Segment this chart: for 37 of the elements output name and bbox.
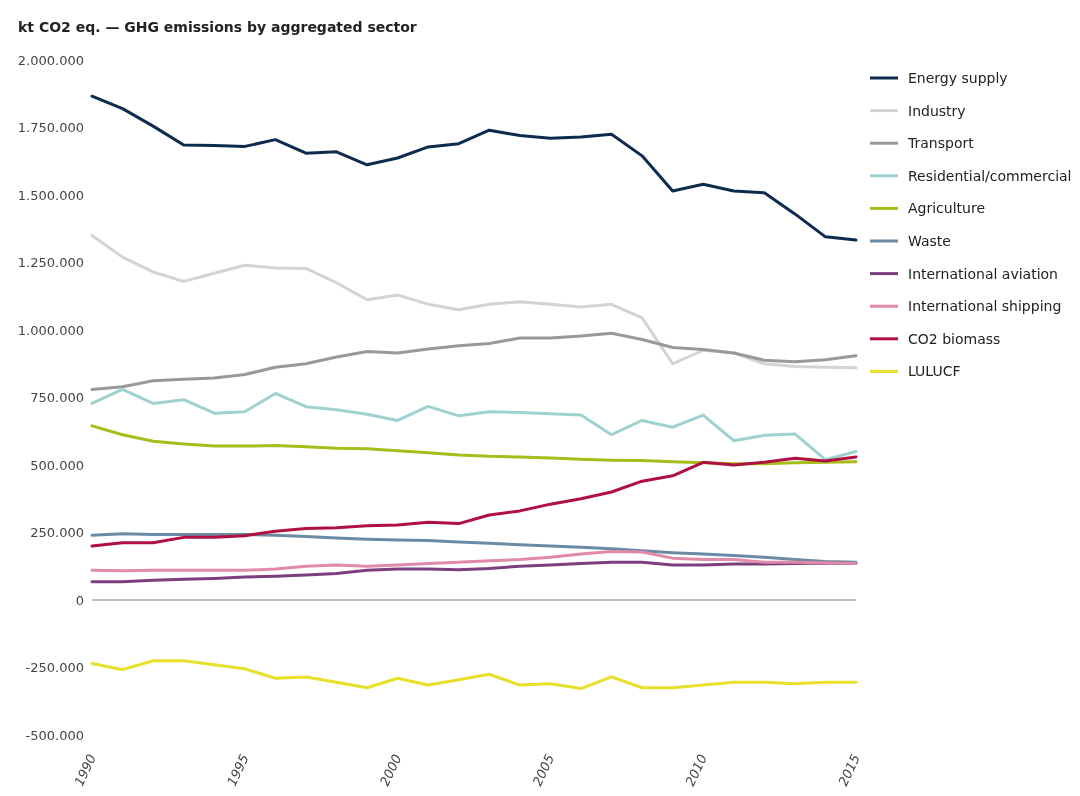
line-series bbox=[90, 234, 858, 370]
legend-label: Waste bbox=[908, 232, 951, 249]
line-series bbox=[90, 387, 858, 462]
line-series bbox=[90, 532, 858, 564]
line-series bbox=[90, 94, 858, 242]
legend-label: Energy supply bbox=[908, 69, 1008, 86]
line-series bbox=[90, 331, 858, 391]
line-series bbox=[90, 455, 858, 548]
y-tick-label: 1.750.000 bbox=[17, 120, 84, 136]
y-tick-label: -250.000 bbox=[25, 660, 84, 676]
line-series bbox=[90, 424, 858, 466]
legend-label: International aviation bbox=[908, 265, 1058, 282]
x-tick-label: 1995 bbox=[224, 751, 252, 789]
y-tick-label: 0 bbox=[75, 592, 84, 608]
legend-label: LULUCF bbox=[908, 363, 961, 380]
legend-label: International shipping bbox=[908, 298, 1062, 315]
y-tick-label: -500.000 bbox=[25, 727, 84, 743]
legend-label: Agriculture bbox=[908, 200, 985, 217]
x-tick-label: 1990 bbox=[71, 751, 99, 789]
y-tick-label: 500.000 bbox=[30, 457, 84, 473]
x-tick-label: 2005 bbox=[529, 751, 558, 789]
y-tick-label: 750.000 bbox=[30, 390, 84, 406]
y-tick-label: 1.250.000 bbox=[17, 255, 84, 271]
x-tick-label: 2010 bbox=[682, 751, 711, 789]
chart-title: kt CO2 eq. — GHG emissions by aggregated sector bbox=[18, 19, 417, 35]
legend-label: Residential/commercial bbox=[908, 167, 1072, 184]
y-tick-label: 2.000.000 bbox=[17, 52, 84, 68]
x-tick-label: 2000 bbox=[376, 751, 405, 789]
line-series bbox=[90, 549, 858, 573]
legend-label: Industry bbox=[908, 102, 966, 119]
line-series bbox=[90, 659, 858, 691]
y-tick-label: 1.000.000 bbox=[17, 322, 84, 338]
x-tick-label: 2015 bbox=[835, 751, 863, 789]
y-tick-label: 1.500.000 bbox=[17, 187, 84, 203]
legend-label: CO2 biomass bbox=[908, 330, 1001, 347]
y-tick-label: 250.000 bbox=[30, 525, 84, 541]
legend-label: Transport bbox=[907, 135, 975, 152]
